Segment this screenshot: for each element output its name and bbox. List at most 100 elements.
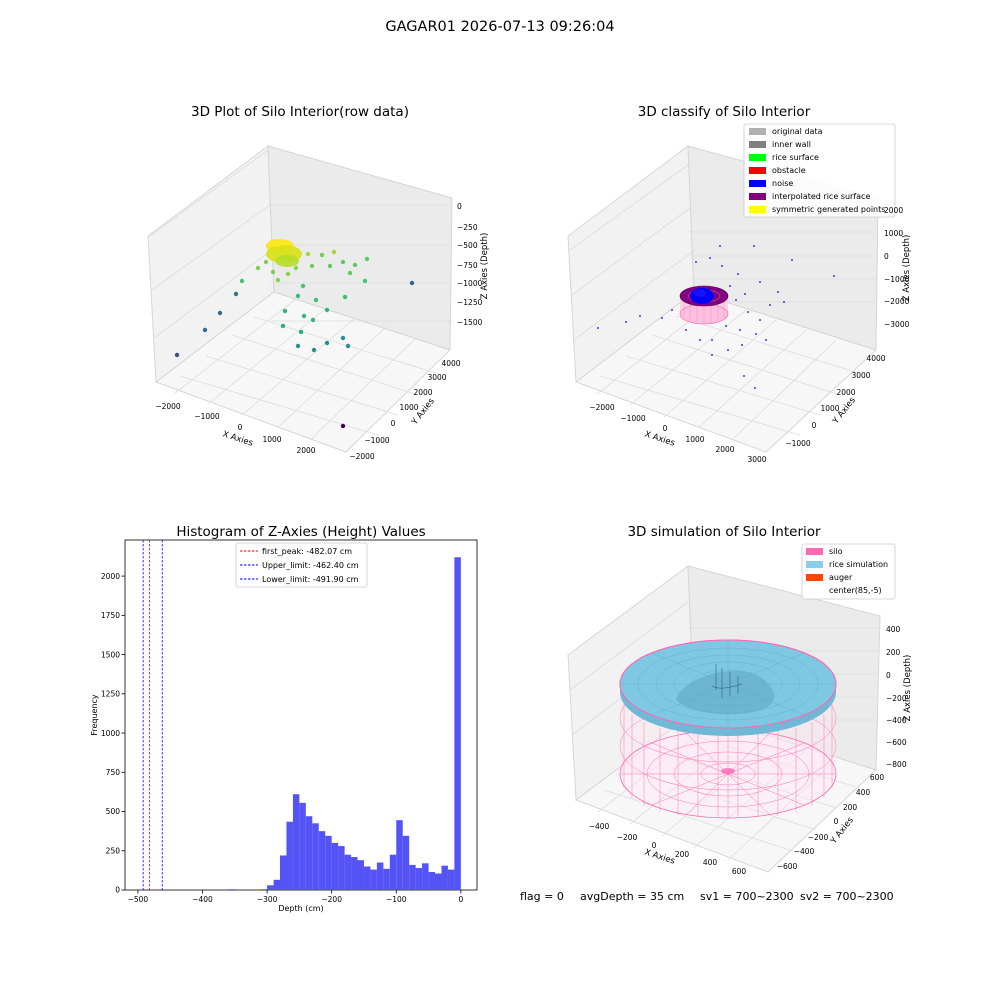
raw-point <box>301 313 307 319</box>
histogram-bar <box>260 889 268 890</box>
classify-z-tick: 1000 <box>884 229 903 238</box>
classify-z-tick: 2000 <box>884 206 903 215</box>
classify-x-tick: 2000 <box>715 445 734 454</box>
classify-noise-points <box>597 245 835 389</box>
legend-swatch <box>806 561 823 568</box>
rice-surface-depression <box>676 670 775 715</box>
simulation-legend-frame <box>801 543 896 600</box>
histogram-reference-lines <box>142 540 163 890</box>
sim-y-tick: 0 <box>834 817 839 826</box>
raw-dense-cluster <box>266 239 302 267</box>
sim-z-tick: −800 <box>886 760 907 769</box>
histogram-bar <box>389 854 397 890</box>
sim-y-axis-label: Y Axies <box>828 815 856 847</box>
y-tick-label: 250 <box>106 846 121 855</box>
histogram-bar <box>286 821 293 890</box>
classify-x-tick: −1000 <box>620 414 646 423</box>
raw-point <box>305 251 311 257</box>
noise-point <box>765 339 767 341</box>
raw-y-tick: −1000 <box>364 436 390 445</box>
status-flag: flag = 0 <box>520 890 564 903</box>
histogram-bar <box>415 868 423 890</box>
noise-point <box>783 301 785 303</box>
classify-y-tick: 3000 <box>851 371 870 380</box>
noise-point <box>625 321 627 323</box>
classify-floor-pane <box>574 291 877 453</box>
raw-cluster-base <box>275 255 299 267</box>
classify-y-tick: 1000 <box>820 404 839 413</box>
raw-point <box>342 294 348 300</box>
raw-point <box>313 297 319 303</box>
classify-legend-frame <box>743 123 896 218</box>
noise-point <box>759 319 761 321</box>
raw-z-tick: −1000 <box>457 279 483 288</box>
raw-y-tick: 2000 <box>413 388 432 397</box>
histogram-bar <box>267 885 274 890</box>
x-tick-label: −200 <box>321 895 342 904</box>
classify-z-tick: −1000 <box>884 275 910 284</box>
raw-point <box>275 277 281 283</box>
depth-histogram: Histogram of Z-Axies (Height) Values −50… <box>90 524 478 913</box>
rice-surface <box>619 639 837 736</box>
raw-point <box>263 259 269 265</box>
histogram-x-ticks: −500 −400 −300 −200 −100 0 <box>128 890 463 904</box>
x-tick-label: −500 <box>128 895 149 904</box>
legend-swatch <box>749 154 766 161</box>
raw-z-tick: −250 <box>457 223 478 232</box>
histogram-bar <box>338 846 345 890</box>
noise-point <box>754 387 756 389</box>
histogram-bar <box>363 866 371 890</box>
silo-bottom-center <box>721 768 735 774</box>
noise-point <box>791 259 793 261</box>
noise-point <box>777 291 779 293</box>
noise-point <box>695 261 697 263</box>
sim-y-tick: 200 <box>843 803 858 812</box>
legend-label: auger <box>829 573 853 582</box>
classify-z-tick: −3000 <box>884 320 910 329</box>
simulation-plot-title: 3D simulation of Silo Interior <box>627 524 821 540</box>
histogram-bar <box>370 869 377 890</box>
legend-swatch <box>806 587 823 594</box>
raw-point <box>345 343 351 349</box>
classify-3d-plot: 3D classify of Silo Interior <box>567 104 912 464</box>
sim-x-tick: −400 <box>589 822 610 831</box>
legend-swatch <box>749 180 766 187</box>
raw-point <box>174 352 180 358</box>
legend-swatch <box>749 206 766 213</box>
classify-y-tick: 4000 <box>866 354 885 363</box>
x-tick-label: −100 <box>386 895 407 904</box>
y-tick-label: 0 <box>115 886 120 895</box>
classify-z-tick: −2000 <box>884 297 910 306</box>
sim-x-tick: −200 <box>617 833 638 842</box>
raw-point <box>362 278 368 284</box>
histogram-bar <box>447 869 455 890</box>
raw-x-axis-label: X Axies <box>221 429 254 448</box>
noise-point <box>661 317 663 319</box>
raw-y-tick: 1000 <box>399 403 418 412</box>
legend-swatch <box>806 574 823 581</box>
legend-swatch <box>749 141 766 148</box>
legend-label: rice simulation <box>829 560 888 569</box>
classify-x-tick: −2000 <box>589 403 615 412</box>
histogram-bar <box>428 871 436 890</box>
raw-point <box>293 265 299 271</box>
raw-point <box>340 335 346 341</box>
legend-label: symmetric generated points <box>772 205 885 214</box>
classify-plot-title: 3D classify of Silo Interior <box>638 104 811 120</box>
raw-point <box>282 308 288 314</box>
y-tick-label: 1250 <box>101 690 120 699</box>
legend-label: silo <box>829 547 843 556</box>
raw-point <box>202 327 208 333</box>
raw-cluster-peak <box>269 239 283 247</box>
raw-point <box>298 329 304 335</box>
histogram-y-ticks: 0 250 500 750 1000 1250 1500 1750 2000 <box>101 572 125 895</box>
raw-point <box>324 340 330 346</box>
status-avg-depth: avgDepth = 35 cm <box>580 890 684 903</box>
raw-x-tick: −1000 <box>194 412 220 421</box>
auger-trace <box>711 664 743 698</box>
legend-swatch <box>749 167 766 174</box>
raw-point <box>340 423 346 429</box>
raw-y-tick: 0 <box>391 419 396 428</box>
histogram-bar <box>422 863 429 890</box>
sim-y-tick: 400 <box>856 788 871 797</box>
